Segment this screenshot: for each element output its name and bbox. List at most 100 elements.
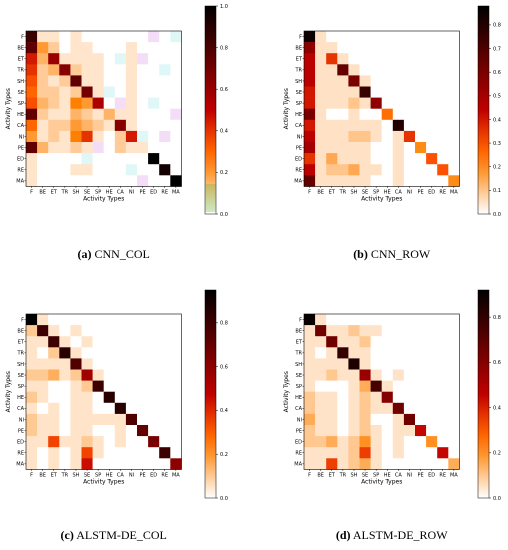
heatmap-cell — [81, 447, 93, 459]
heatmap-cell — [392, 119, 405, 132]
heatmap-cell — [370, 175, 382, 187]
heatmap-cell — [359, 75, 371, 87]
heatmap-cell — [359, 108, 371, 121]
heatmap-cell — [114, 75, 127, 87]
heatmap-cell — [92, 314, 104, 326]
heatmap-cell — [159, 64, 171, 76]
heatmap-cell — [426, 130, 438, 143]
x-tick-label: SH — [350, 472, 357, 478]
heatmap-cell — [448, 391, 460, 404]
heatmap-cell — [415, 413, 427, 426]
heatmap-cell — [403, 314, 416, 326]
heatmap-cell — [92, 119, 104, 132]
heatmap-cell — [381, 153, 394, 165]
heatmap-cell — [70, 336, 82, 348]
heatmap-cell — [148, 119, 160, 132]
heatmap-cell — [337, 164, 349, 176]
y-tick-label: SE — [18, 90, 24, 96]
heatmap-cell — [26, 75, 38, 87]
heatmap-cell — [125, 53, 138, 65]
heatmap-cell — [114, 175, 127, 187]
heatmap-cell — [426, 425, 438, 437]
heatmap-cell — [448, 97, 460, 109]
heatmap-cell — [92, 97, 104, 109]
heatmap-cell — [137, 413, 149, 426]
heatmap-panel-2: FFBEBEETETTRTRSHSHSESESPSPHEHECACANINIPE… — [283, 5, 501, 261]
heatmap-cell — [37, 42, 49, 54]
heatmap-cell — [81, 380, 93, 392]
heatmap-cell — [103, 64, 116, 76]
heatmap-cell — [392, 358, 405, 370]
heatmap-cell — [81, 108, 93, 121]
heatmap-cell — [326, 358, 338, 370]
heatmap-cell — [92, 458, 104, 470]
heatmap-cell — [315, 108, 327, 121]
x-tick-label: SH — [72, 189, 79, 195]
heatmap-cell — [426, 391, 438, 404]
heatmap-cell — [304, 64, 316, 76]
heatmap-cell — [148, 130, 160, 143]
panel-caption: (d) ALSTM-DE_ROW — [336, 528, 448, 542]
heatmap-cell — [437, 142, 449, 154]
heatmap-cell — [48, 425, 60, 437]
heatmap-cell — [59, 53, 71, 65]
heatmap-cell — [137, 391, 149, 404]
heatmap-cell — [426, 436, 438, 448]
heatmap-cell — [326, 86, 338, 98]
y-tick-label: F — [21, 317, 24, 323]
heatmap-cell — [403, 458, 416, 470]
heatmap-cell — [304, 391, 316, 404]
heatmap-cell — [448, 425, 460, 437]
heatmap-cell — [326, 336, 338, 348]
heatmap-cell — [426, 347, 438, 359]
heatmap-cell — [337, 413, 349, 426]
y-tick-label: ED — [17, 439, 24, 445]
x-tick-label: RE — [439, 189, 446, 195]
heatmap-cell — [337, 402, 349, 415]
x-tick-label: TR — [61, 189, 69, 195]
heatmap-cell — [92, 64, 104, 76]
heatmap-cell — [348, 314, 360, 326]
heatmap-cell — [426, 153, 438, 165]
heatmap-cell — [159, 130, 171, 143]
y-tick-label: PE — [296, 145, 302, 151]
heatmap-cell — [304, 119, 316, 132]
heatmap-cell — [403, 153, 416, 165]
heatmap-cell — [103, 142, 116, 154]
heatmap-cell — [448, 153, 460, 165]
heatmap-cell — [392, 53, 405, 65]
heatmap-cell — [326, 447, 338, 459]
x-tick-label: MA — [450, 472, 458, 478]
heatmap-cell — [403, 53, 416, 65]
heatmap-cell — [370, 97, 382, 109]
heatmap-cell — [381, 42, 394, 54]
heatmap-cell — [381, 64, 394, 76]
heatmap-cell — [304, 164, 316, 176]
heatmap-cell — [415, 347, 427, 359]
heatmap-cell — [148, 164, 160, 176]
heatmap-cell — [170, 130, 182, 143]
heatmap-cell — [137, 64, 149, 76]
x-tick-label: SP — [373, 189, 379, 195]
colorbar-low-band — [205, 184, 216, 212]
heatmap-cell — [448, 53, 460, 65]
heatmap-cell — [48, 336, 60, 348]
heatmap-cell — [359, 175, 371, 187]
heatmap-cell — [315, 358, 327, 370]
heatmap-cell — [26, 42, 38, 54]
heatmap-cell — [125, 402, 138, 415]
heatmap-cell — [304, 358, 316, 370]
heatmap-cell — [403, 175, 416, 187]
heatmap-cell — [59, 380, 71, 392]
heatmap-cell — [337, 175, 349, 187]
heatmap-cell — [125, 347, 138, 359]
heatmap-cell — [448, 325, 460, 337]
heatmap-cell — [337, 53, 349, 65]
heatmap-cell — [403, 97, 416, 109]
heatmap-cell — [448, 108, 460, 121]
y-tick-label: NI — [19, 417, 24, 423]
heatmap-cell — [403, 436, 416, 448]
heatmap-cell — [403, 380, 416, 392]
heatmap-cell — [170, 314, 182, 326]
y-tick-label: ET — [18, 57, 25, 63]
